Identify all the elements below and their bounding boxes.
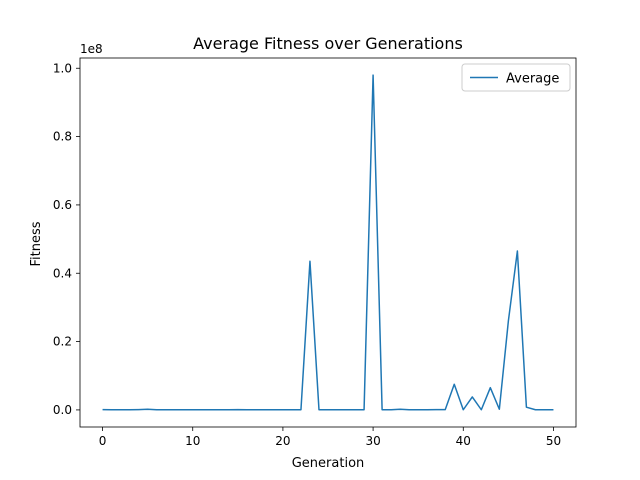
legend-label: Average (506, 72, 559, 87)
legend-box (461, 63, 571, 92)
y-tick-label: 0.0 (53, 403, 72, 417)
series-line-average (102, 74, 554, 411)
y-axis-offset-label: 1e8 (80, 42, 103, 56)
y-tick-label: 0.8 (53, 130, 72, 144)
x-axis-label: Generation (292, 456, 365, 471)
y-tick-label: 0.2 (53, 335, 72, 349)
x-tick-label: 50 (546, 434, 561, 448)
x-tick-label: 30 (365, 434, 380, 448)
y-tick-label: 0.6 (53, 198, 72, 212)
y-tick-label: 1.0 (53, 61, 72, 75)
x-tick-label: 40 (456, 434, 471, 448)
y-axis-label: Fitness (29, 221, 44, 266)
axes-frame (79, 57, 577, 428)
plot-area: 0 10 20 30 40 50 0.0 0.2 0.4 0.6 0.8 1.0 Average (53, 57, 577, 448)
x-tick-label: 20 (275, 434, 290, 448)
x-tick-label: 10 (185, 434, 200, 448)
y-tick-label: 0.4 (53, 266, 72, 280)
chart-title: Average Fitness over Generations (193, 34, 463, 53)
x-tick-label: 0 (99, 434, 107, 448)
